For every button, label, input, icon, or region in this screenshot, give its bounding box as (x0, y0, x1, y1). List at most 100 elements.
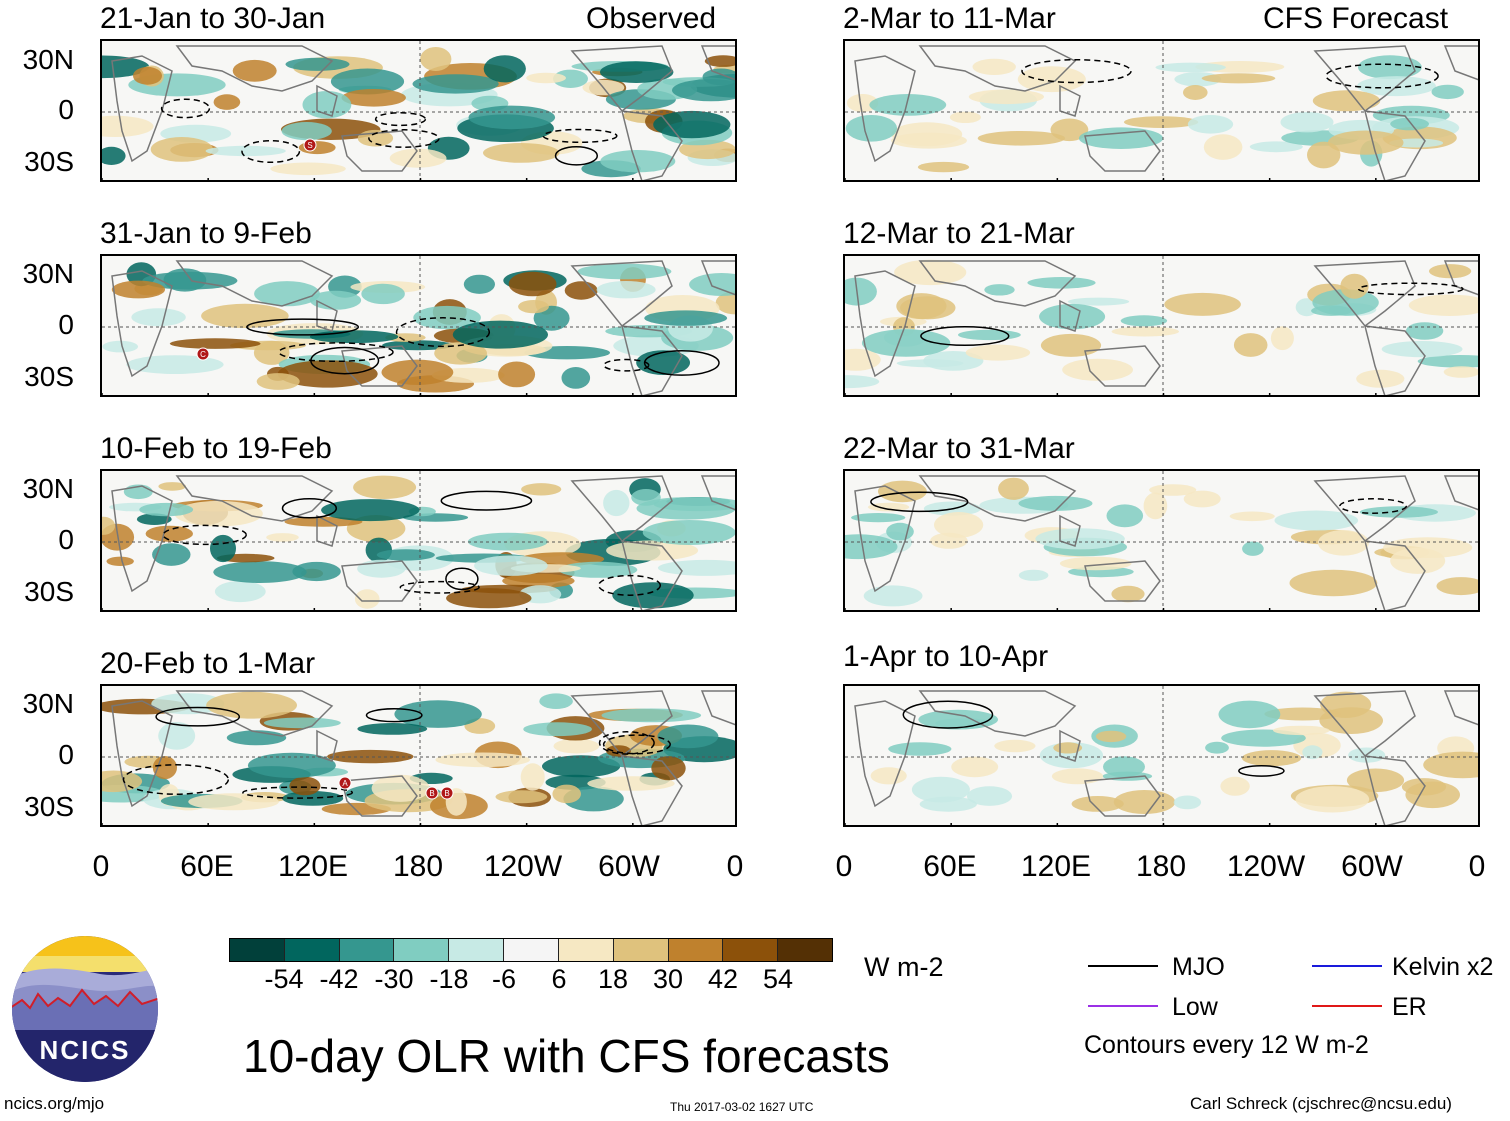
colorbar-label: -6 (491, 964, 517, 994)
olr-anomaly-blob (1067, 297, 1130, 306)
olr-anomaly-blob (309, 330, 399, 344)
olr-anomaly-blob (518, 300, 549, 314)
olr-anomaly-blob (158, 482, 186, 491)
coastline (175, 260, 334, 307)
olr-anomaly-blob (1035, 528, 1125, 550)
ytick-30n-p3: 30N (22, 473, 74, 504)
olr-anomaly-blob (521, 483, 562, 496)
colorbar-bin (613, 939, 669, 961)
olr-anomaly-blob (1059, 556, 1132, 571)
xtick-right-5: 60W (1341, 850, 1403, 883)
olr-anomaly-blob (354, 589, 380, 609)
olr-anomaly-blob (965, 344, 1031, 361)
right-panel-3-title: 22-Mar to 31-Mar (843, 432, 1075, 465)
colorbar-label: -54 (264, 964, 304, 994)
map-panel-observed-1: S (100, 39, 737, 182)
olr-anomaly-blob (389, 148, 447, 168)
coastline (1364, 110, 1426, 180)
olr-anomaly-blob (523, 722, 592, 737)
olr-anomaly-blob (1220, 776, 1250, 796)
olr-anomaly-blob (136, 513, 172, 525)
olr-anomaly-blob (888, 742, 952, 756)
olr-anomaly-map: A B B (102, 686, 735, 825)
mjo-contour (602, 734, 671, 755)
olr-anomaly-blob (289, 776, 321, 796)
olr-anomaly-blob (502, 573, 575, 589)
olr-anomaly-blob (553, 738, 600, 754)
olr-anomaly-blob (1183, 85, 1208, 100)
olr-anomaly-blob (327, 749, 414, 764)
mjo-contour (1357, 282, 1464, 296)
mjo-contour (603, 358, 650, 372)
ytick-30n-p4: 30N (22, 688, 74, 719)
coastline (316, 84, 338, 117)
olr-anomaly-blob (1289, 569, 1378, 597)
olr-anomaly-map (845, 471, 1478, 610)
coastline (918, 260, 1077, 307)
ytick-0-p3: 0 (58, 524, 74, 555)
olr-anomaly-blob (1274, 510, 1359, 531)
coastline (1313, 475, 1416, 543)
coastline (1059, 514, 1081, 547)
olr-anomaly-blob (930, 532, 968, 549)
olr-anomaly-blob (552, 784, 581, 804)
footer-url[interactable]: ncics.org/mjo (4, 1094, 105, 1113)
coastline (1443, 260, 1478, 296)
mjo-contour (597, 574, 662, 596)
mjo-contour (542, 128, 618, 144)
olr-anomaly-blob (1383, 537, 1473, 558)
olr-anomaly-blob (266, 533, 299, 542)
mjo-contour (554, 145, 599, 166)
olr-anomaly-blob (468, 105, 556, 130)
olr-anomaly-blob (1095, 730, 1127, 743)
contour-note: Contours every 12 W m-2 (1084, 1031, 1369, 1059)
mjo-contour (365, 708, 423, 723)
olr-anomaly-blob (1319, 707, 1383, 734)
olr-anomaly-blob (1340, 273, 1369, 299)
olr-anomaly-blob (1229, 511, 1275, 522)
olr-anomaly-blob (151, 693, 225, 715)
map-panel-observed-3 (100, 469, 737, 612)
coastline (1059, 729, 1081, 762)
olr-anomaly-blob (600, 150, 676, 173)
ytick-0-p2: 0 (58, 309, 74, 340)
tropical-cyclone-marker (338, 776, 352, 790)
olr-anomaly-blob (213, 94, 241, 110)
olr-anomaly-blob (285, 57, 350, 71)
coastline (1443, 45, 1478, 81)
olr-anomaly-blob (133, 66, 162, 85)
olr-anomaly-blob (309, 290, 362, 310)
olr-anomaly-blob (934, 512, 984, 538)
xtick-right-4: 120W (1226, 850, 1306, 883)
olr-anomaly-blob (213, 561, 307, 583)
right-panel-4-title: 1-Apr to 10-Apr (843, 640, 1049, 673)
olr-anomaly-blob (169, 338, 261, 349)
olr-anomaly-blob (254, 281, 320, 307)
coastline (570, 475, 673, 543)
olr-anomaly-blob (587, 776, 675, 791)
ytick-0-p4: 0 (58, 739, 74, 770)
olr-anomaly-blob (612, 582, 694, 609)
olr-anomaly-blob (1270, 326, 1294, 351)
mjo-contour (643, 349, 720, 376)
olr-anomaly-blob (863, 585, 923, 607)
olr-anomaly-blob (966, 786, 1013, 806)
olr-anomaly-map (845, 256, 1478, 395)
coastline (621, 540, 683, 610)
olr-anomaly-blob (1078, 127, 1164, 149)
olr-anomaly-blob (131, 308, 186, 327)
xtick-left-2: 120E (277, 850, 349, 883)
olr-anomaly-blob (951, 756, 999, 778)
olr-anomaly-blob (845, 277, 877, 306)
olr-anomaly-blob (653, 497, 735, 512)
coastline (1313, 260, 1416, 328)
coastline (621, 325, 683, 395)
xtick-right-3: 180 (1135, 850, 1187, 883)
olr-anomaly-blob (869, 94, 947, 116)
olr-anomaly-blob (1242, 750, 1302, 767)
olr-anomaly-blob (1143, 492, 1168, 520)
olr-anomaly-blob (321, 499, 420, 522)
legend-label-low: Low (1172, 993, 1218, 1021)
olr-anomaly-blob (158, 722, 196, 750)
ytick-30s-p2: 30S (24, 361, 74, 392)
